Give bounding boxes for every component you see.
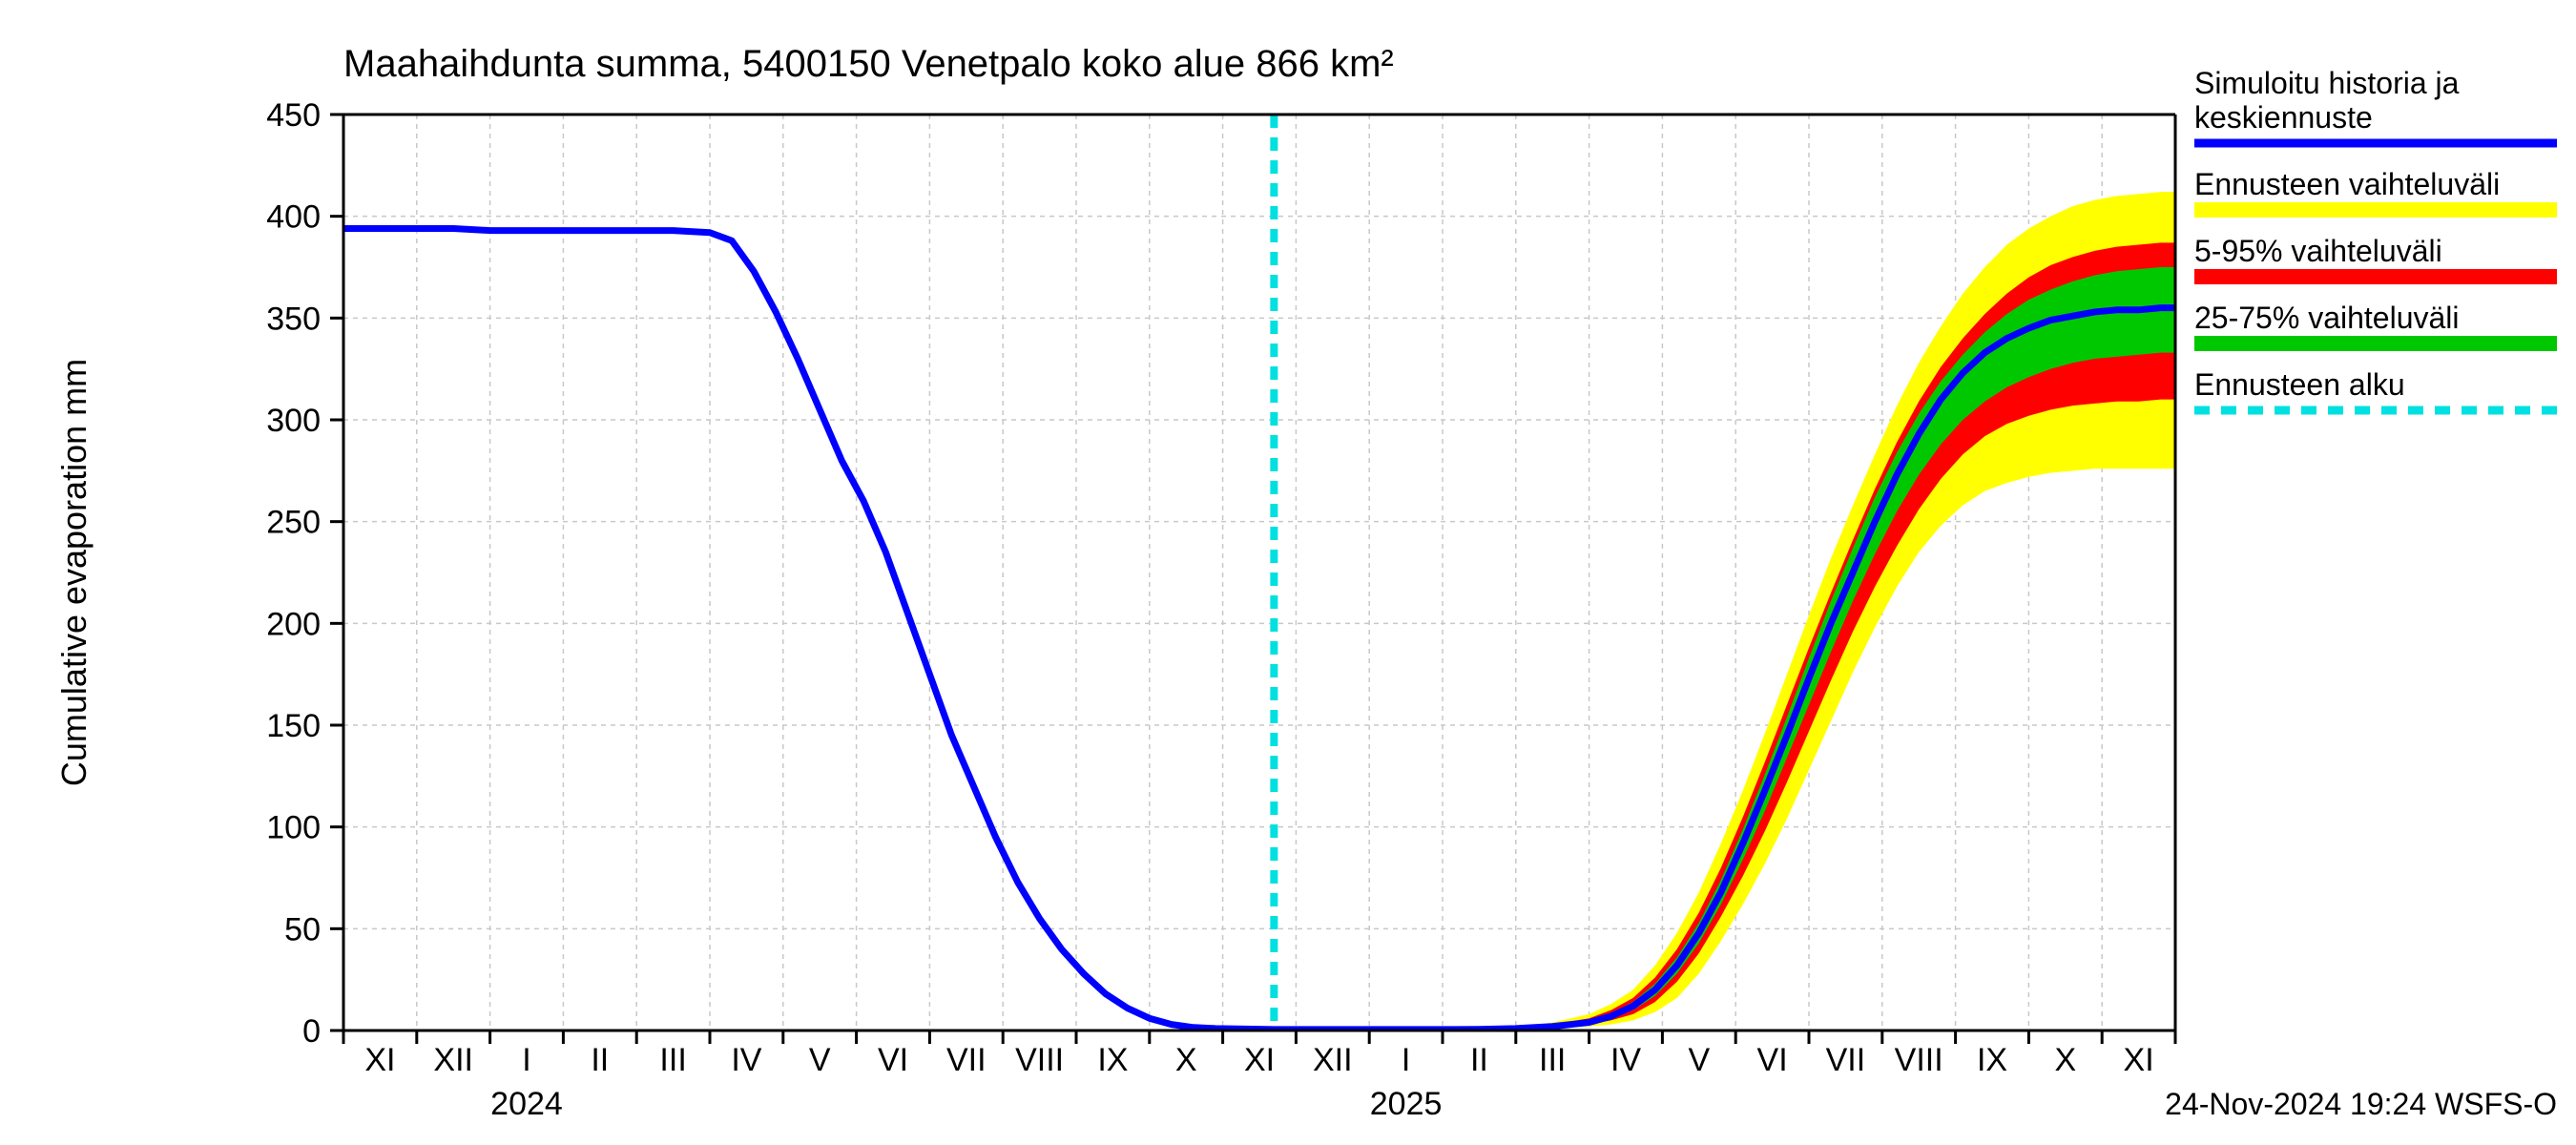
legend-swatch-band	[2194, 336, 2557, 351]
x-tick-label: VIII	[1895, 1042, 1943, 1078]
x-tick-label: X	[1175, 1042, 1197, 1078]
x-tick-label: XI	[364, 1042, 395, 1078]
chart-svg: 050100150200250300350400450XIXIIIIIIIIIV…	[0, 0, 2576, 1145]
x-tick-label: II	[1470, 1042, 1488, 1078]
chart-title: Maahaihdunta summa, 5400150 Venetpalo ko…	[343, 43, 1394, 85]
y-tick-label: 150	[266, 708, 321, 744]
x-tick-label: XI	[2124, 1042, 2154, 1078]
y-tick-label: 400	[266, 199, 321, 236]
x-tick-label: IV	[731, 1042, 761, 1078]
x-tick-label: XII	[433, 1042, 473, 1078]
y-tick-label: 450	[266, 97, 321, 134]
legend-label: Simuloitu historia ja	[2194, 66, 2460, 100]
y-tick-label: 200	[266, 606, 321, 642]
legend-label: Ennusteen alku	[2194, 367, 2405, 402]
x-tick-label: I	[1402, 1042, 1410, 1078]
legend-swatch-band	[2194, 202, 2557, 218]
x-tick-label: X	[2054, 1042, 2076, 1078]
year-label: 2024	[490, 1086, 563, 1122]
x-tick-label: III	[659, 1042, 686, 1078]
x-tick-label: VI	[878, 1042, 908, 1078]
y-tick-label: 250	[266, 505, 321, 541]
x-tick-label: IX	[1097, 1042, 1128, 1078]
legend-label: Ennusteen vaihteluväli	[2194, 167, 2500, 201]
x-tick-label: VIII	[1015, 1042, 1064, 1078]
y-tick-label: 50	[284, 911, 321, 947]
x-tick-label: VII	[946, 1042, 987, 1078]
y-tick-label: 0	[302, 1013, 321, 1050]
x-tick-label: V	[1688, 1042, 1710, 1078]
legend-swatch-band	[2194, 269, 2557, 284]
x-tick-label: XI	[1244, 1042, 1275, 1078]
x-tick-label: VI	[1757, 1042, 1788, 1078]
x-tick-label: I	[522, 1042, 530, 1078]
legend-label: 25-75% vaihteluväli	[2194, 301, 2460, 335]
x-tick-label: IX	[1977, 1042, 2007, 1078]
year-label: 2025	[1370, 1086, 1443, 1122]
footer-timestamp: 24-Nov-2024 19:24 WSFS-O	[2165, 1087, 2557, 1121]
x-tick-label: III	[1539, 1042, 1566, 1078]
legend-label: keskiennuste	[2194, 100, 2373, 135]
y-tick-label: 350	[266, 301, 321, 337]
x-tick-label: XII	[1313, 1042, 1353, 1078]
x-tick-label: II	[591, 1042, 609, 1078]
y-axis-label: Cumulative evaporation mm	[54, 359, 93, 786]
chart-container: 050100150200250300350400450XIXIIIIIIIIIV…	[0, 0, 2576, 1145]
x-tick-label: VII	[1826, 1042, 1866, 1078]
y-tick-label: 300	[266, 403, 321, 439]
y-tick-label: 100	[266, 810, 321, 846]
x-tick-label: IV	[1610, 1042, 1641, 1078]
x-tick-label: V	[809, 1042, 831, 1078]
legend-label: 5-95% vaihteluväli	[2194, 234, 2442, 268]
